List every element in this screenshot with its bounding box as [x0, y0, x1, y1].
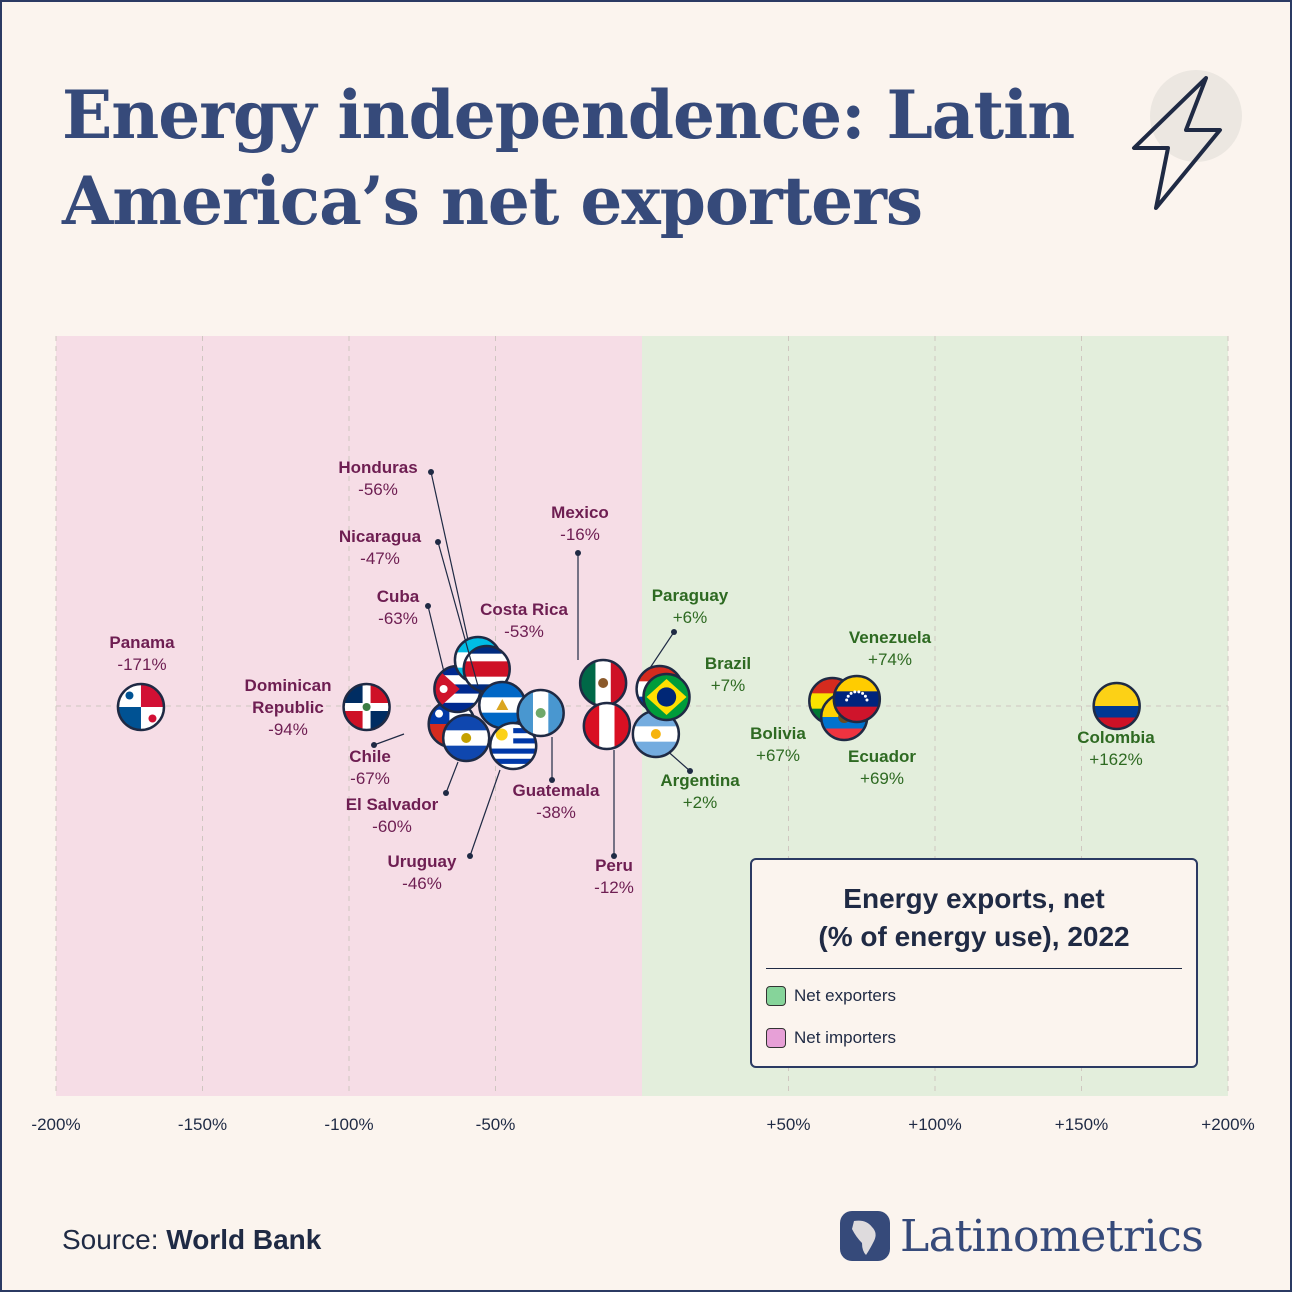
- value-label-panama: -171%: [117, 655, 166, 674]
- brand-logo: Latinometrics: [840, 1208, 1204, 1264]
- leader-line-nicaragua: [437, 541, 479, 687]
- value-label-guatemala: -38%: [536, 803, 576, 822]
- flag-brazil: [643, 674, 690, 720]
- country-label-bolivia: Bolivia: [750, 724, 806, 743]
- source-name: World Bank: [166, 1224, 322, 1255]
- x-tick-label: +150%: [1055, 1115, 1108, 1134]
- country-label-nicaragua: Nicaragua: [339, 527, 422, 546]
- flag-peru-outline: [582, 701, 632, 751]
- chart-subtitle: (% of energy use), 2022: [818, 921, 1130, 952]
- leader-dot-nicaragua: [435, 539, 441, 545]
- flag-guatemala-outline: [516, 688, 565, 738]
- value-label-mexico: -16%: [560, 525, 600, 544]
- value-label-paraguay: +6%: [673, 608, 708, 627]
- legend-label-importers: Net importers: [794, 1028, 897, 1047]
- legend-label-exporters: Net exporters: [794, 986, 897, 1005]
- country-label-dominican-republic: Republic: [252, 698, 324, 717]
- brand-name: Latinometrics: [900, 1210, 1204, 1262]
- page-title: Energy independence: Latin America’s net…: [62, 76, 1075, 240]
- value-label-argentina: +2%: [683, 793, 718, 812]
- latin-america-map-icon: [840, 1211, 890, 1261]
- x-tick-label: +200%: [1201, 1115, 1254, 1134]
- leader-dot-chile: [371, 742, 377, 748]
- lightning-bolt-icon: [1124, 62, 1248, 222]
- chart-title: Energy exports, net: [843, 883, 1105, 914]
- flag-colombia: [1093, 683, 1140, 729]
- x-tick-label: -150%: [178, 1115, 227, 1134]
- leader-dot-honduras: [428, 469, 434, 475]
- country-label-guatemala: Guatemala: [513, 781, 600, 800]
- country-label-chile: Chile: [349, 747, 391, 766]
- value-label-honduras: -56%: [358, 480, 398, 499]
- leader-line-el-salvador: [445, 761, 459, 794]
- x-tick-label: +100%: [908, 1115, 961, 1134]
- leader-dot-cuba: [425, 603, 431, 609]
- flag-el-salvador-outline: [441, 713, 491, 763]
- value-label-nicaragua: -47%: [360, 549, 400, 568]
- country-label-uruguay: Uruguay: [388, 852, 458, 871]
- x-tick-label: -50%: [476, 1115, 516, 1134]
- value-label-colombia: +162%: [1089, 750, 1142, 769]
- legend-swatch-importers: [766, 1028, 786, 1048]
- value-label-brazil: +7%: [711, 676, 746, 695]
- value-label-ecuador: +69%: [860, 769, 904, 788]
- chart-legend: Energy exports, net (% of energy use), 2…: [750, 858, 1198, 1068]
- country-label-dominican-republic: Dominican: [245, 676, 332, 695]
- value-label-venezuela: +74%: [868, 650, 912, 669]
- legend-entry-importers: Net importers: [766, 1028, 896, 1048]
- value-label-costa-rica: -53%: [504, 622, 544, 641]
- leader-dot-uruguay: [467, 853, 473, 859]
- leader-line-uruguay: [469, 769, 501, 857]
- country-label-paraguay: Paraguay: [652, 586, 729, 605]
- country-label-peru: Peru: [595, 856, 633, 875]
- flag-brazil-outline: [642, 672, 691, 722]
- value-label-dominican-republic: -94%: [268, 720, 308, 739]
- flag-panama: [117, 684, 164, 730]
- country-label-honduras: Honduras: [338, 458, 417, 477]
- country-label-brazil: Brazil: [705, 654, 751, 673]
- source-prefix: Source:: [62, 1224, 159, 1255]
- x-tick-label: -200%: [31, 1115, 80, 1134]
- leader-dot-guatemala: [549, 777, 555, 783]
- x-tick-label: +50%: [767, 1115, 811, 1134]
- value-label-uruguay: -46%: [402, 874, 442, 893]
- country-label-venezuela: Venezuela: [849, 628, 932, 647]
- leader-line-honduras: [430, 471, 469, 641]
- leader-dot-paraguay: [671, 629, 677, 635]
- value-label-chile: -67%: [350, 769, 390, 788]
- legend-title: Energy exports, net (% of energy use), 2…: [752, 880, 1196, 956]
- leader-dot-argentina: [687, 768, 693, 774]
- leader-line-cuba: [427, 605, 445, 673]
- country-label-ecuador: Ecuador: [848, 747, 916, 766]
- value-label-bolivia: +67%: [756, 746, 800, 765]
- country-label-costa-rica: Costa Rica: [480, 600, 568, 619]
- legend-divider: [766, 968, 1182, 969]
- flag-panama-outline: [116, 682, 166, 732]
- country-label-argentina: Argentina: [660, 771, 740, 790]
- leader-line-chile: [373, 733, 405, 746]
- leader-dot-mexico: [575, 550, 581, 556]
- country-label-colombia: Colombia: [1077, 728, 1155, 747]
- flag-venezuela-outline: [832, 674, 882, 724]
- country-label-panama: Panama: [109, 633, 175, 652]
- flag-colombia-outline: [1092, 681, 1141, 731]
- legend-entry-exporters: Net exporters: [766, 986, 896, 1006]
- flag-dominican-republic-outline: [342, 682, 391, 732]
- legend-swatch-exporters: [766, 986, 786, 1006]
- x-tick-label: -100%: [324, 1115, 373, 1134]
- country-label-el-salvador: El Salvador: [346, 795, 439, 814]
- value-label-el-salvador: -60%: [372, 817, 412, 836]
- flag-uruguay-outline: [488, 721, 538, 771]
- country-label-cuba: Cuba: [377, 587, 420, 606]
- source-note: Source: World Bank: [62, 1224, 321, 1256]
- country-label-mexico: Mexico: [551, 503, 609, 522]
- leader-dot-el-salvador: [443, 790, 449, 796]
- value-label-peru: -12%: [594, 878, 634, 897]
- leader-dot-peru: [611, 853, 617, 859]
- value-label-cuba: -63%: [378, 609, 418, 628]
